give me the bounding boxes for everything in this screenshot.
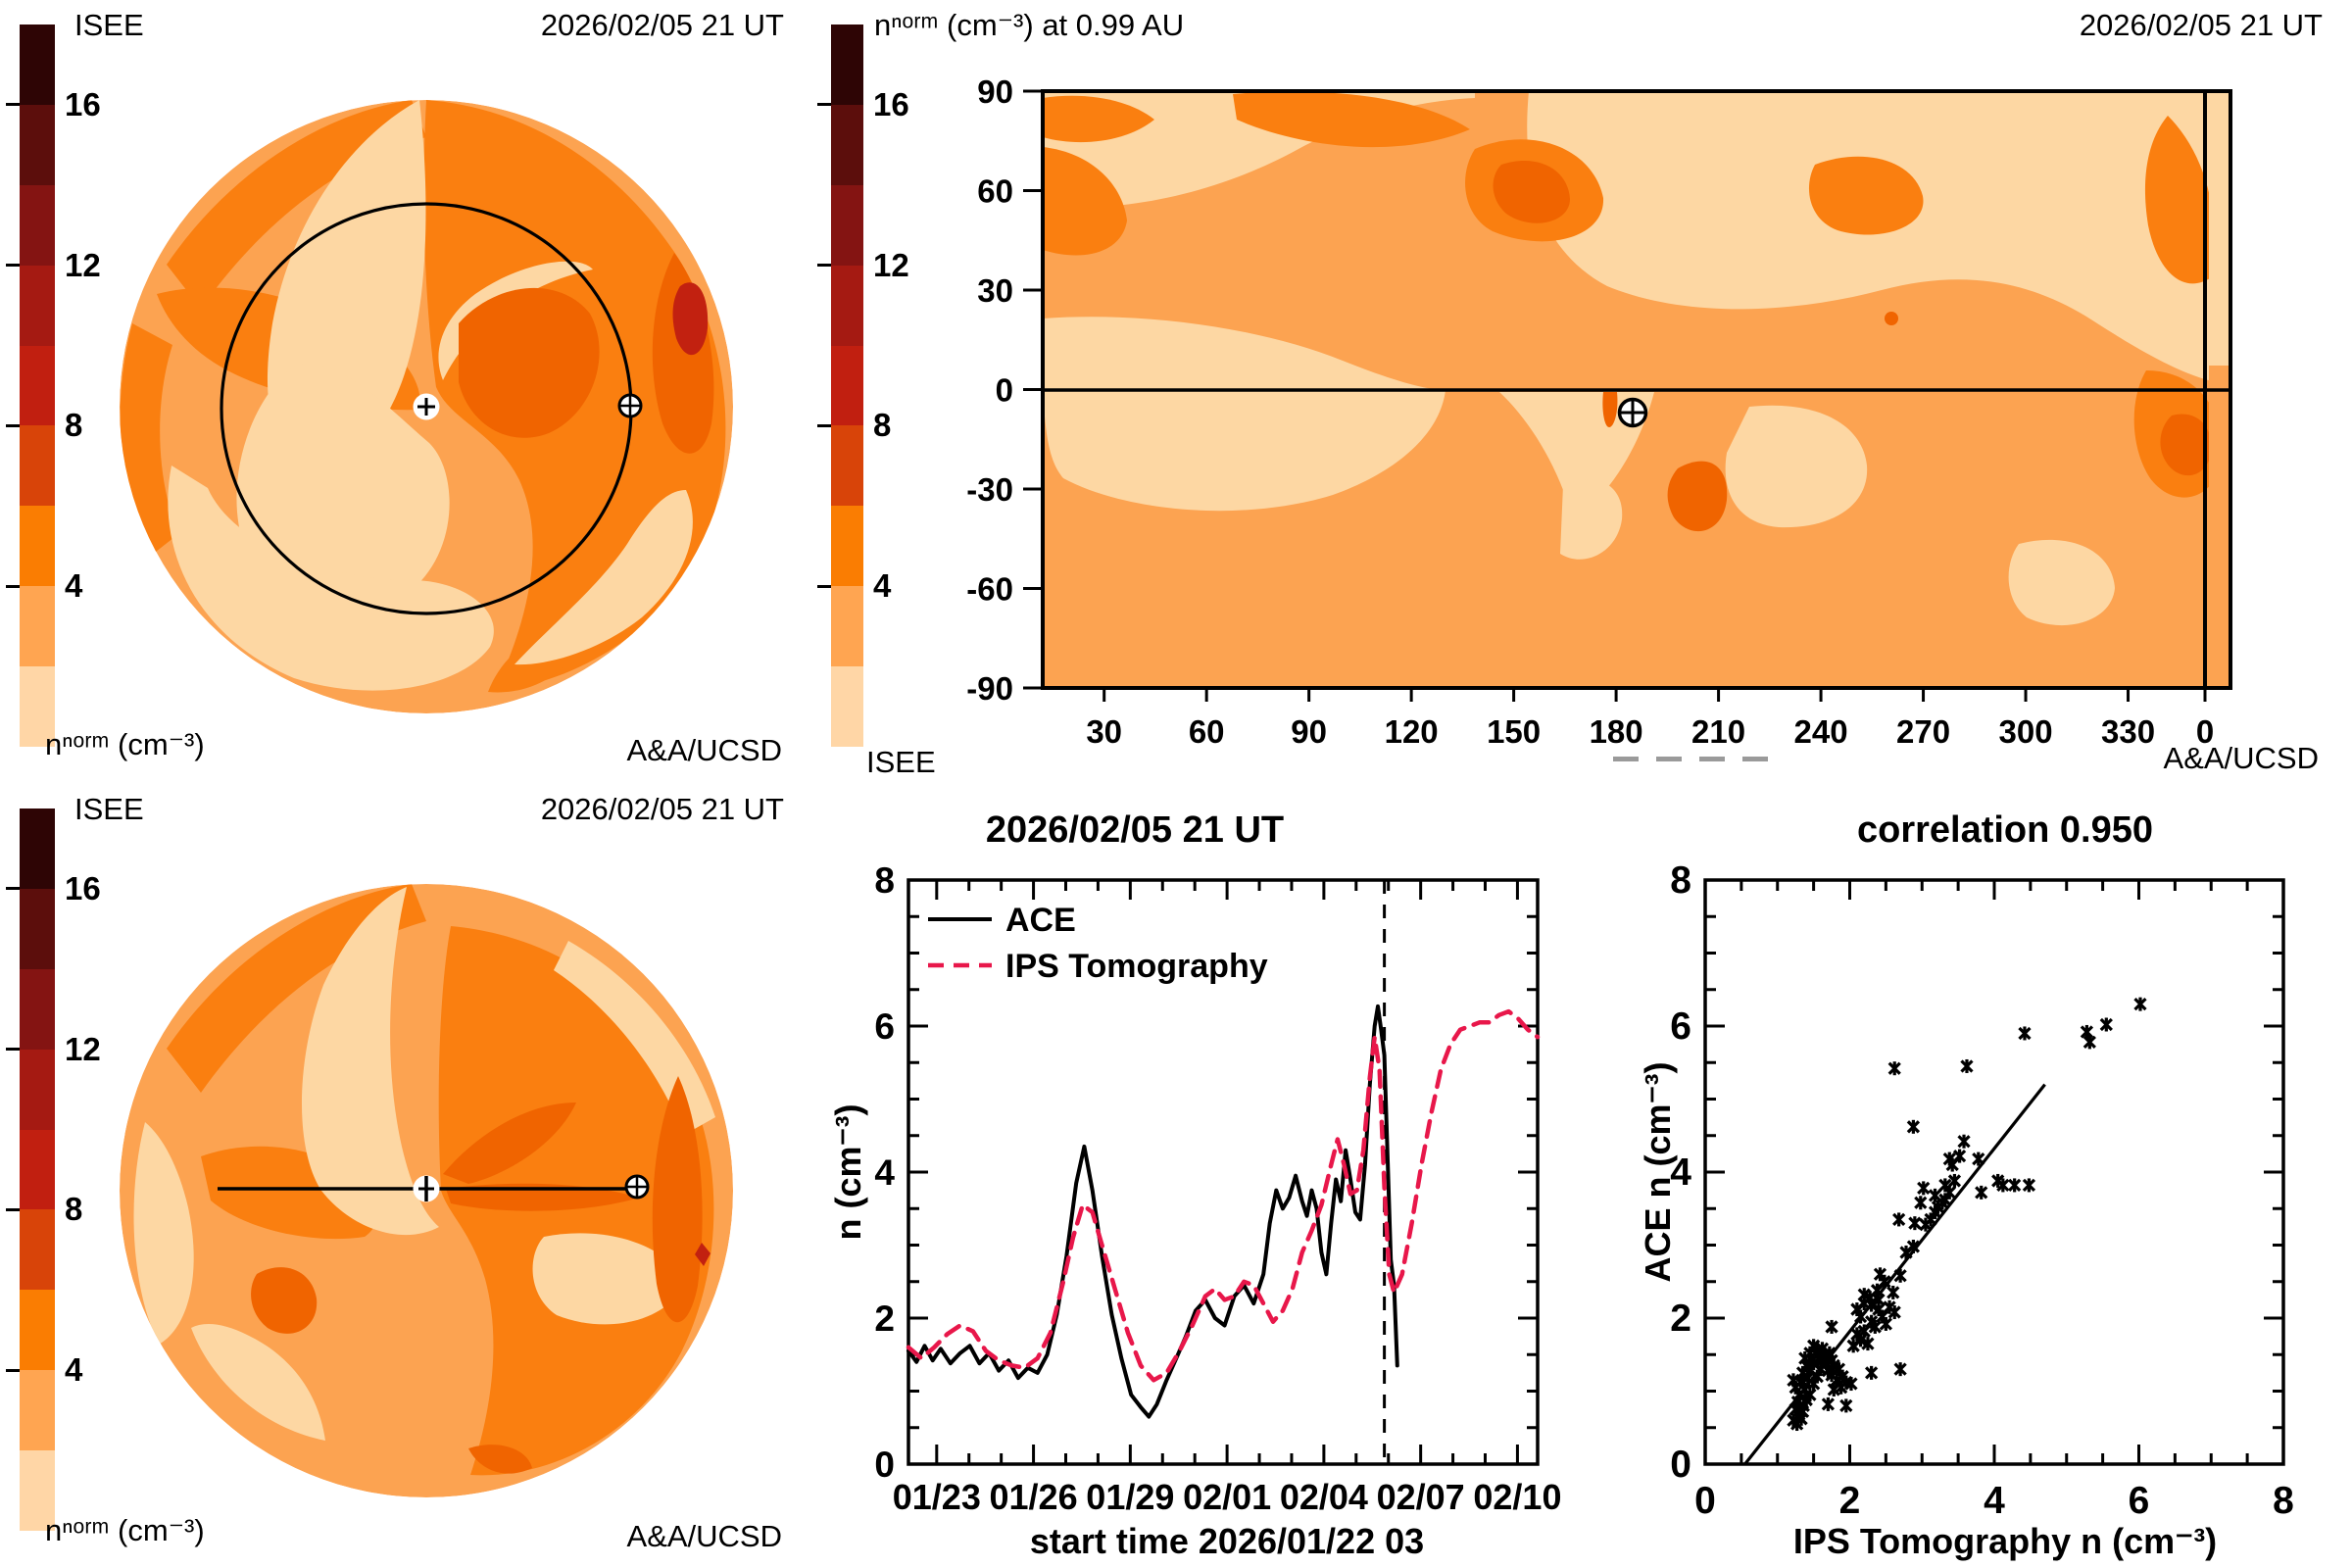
- credit-label: A&A/UCSD: [2163, 741, 2319, 775]
- svg-text:8: 8: [874, 860, 895, 901]
- svg-text:02/10: 02/10: [1473, 1477, 1561, 1517]
- svg-text:2: 2: [874, 1298, 895, 1339]
- svg-text:0: 0: [996, 372, 1013, 409]
- timestamp-label: 2026/02/05 21 UT: [540, 8, 784, 42]
- earth-marker-icon: [617, 393, 643, 418]
- timeseries-xlabel: start time 2026/01/22 03: [1029, 1521, 1425, 1561]
- scatter-ylabel: ACE n (cm⁻³): [1638, 1061, 1678, 1283]
- svg-text:2: 2: [1839, 1480, 1861, 1522]
- svg-text:ACE: ACE: [1005, 902, 1076, 939]
- sun-marker: [413, 393, 440, 420]
- colorbar-tick-label: 4: [65, 1351, 83, 1389]
- svg-text:6: 6: [874, 1006, 895, 1047]
- earth-marker-icon: [1617, 397, 1648, 428]
- svg-text:30: 30: [1086, 713, 1122, 750]
- svg-text:01/29: 01/29: [1086, 1477, 1174, 1517]
- svg-text:270: 270: [1896, 713, 1950, 750]
- credit-label: A&A/UCSD: [626, 1519, 782, 1553]
- svg-text:01/26: 01/26: [990, 1477, 1078, 1517]
- svg-text:6: 6: [2129, 1480, 2150, 1522]
- density-colorbar: 16 12 8 4: [6, 808, 101, 1531]
- svg-text:90: 90: [1291, 713, 1327, 750]
- timeseries-plot: 01/23 01/26 01/29 02/01 02/04 02/07 02/10 0 2 4 6 8…: [874, 860, 1561, 1517]
- sun-marker: [413, 1175, 440, 1202]
- render-artifact: [1613, 757, 1782, 761]
- earth-marker-icon: [624, 1174, 650, 1200]
- fisheye-bottom-disk: [120, 884, 733, 1497]
- units-label: nⁿᵒʳᵐ (cm⁻³): [45, 1513, 205, 1547]
- svg-text:4: 4: [1670, 1152, 1691, 1194]
- timestamp-label: 2026/02/05 21 UT: [2079, 8, 2323, 42]
- colorbar-tick-label: 12: [65, 1030, 101, 1067]
- svg-text:-60: -60: [966, 571, 1013, 608]
- svg-text:-30: -30: [966, 471, 1013, 508]
- svg-text:8: 8: [1670, 859, 1691, 902]
- svg-text:-90: -90: [966, 670, 1013, 707]
- svg-text:150: 150: [1487, 713, 1541, 750]
- timeseries-title: 2026/02/05 21 UT: [985, 809, 1285, 851]
- svg-text:0: 0: [1694, 1480, 1716, 1522]
- svg-text:2: 2: [1670, 1298, 1691, 1340]
- svg-text:IPS Tomography: IPS Tomography: [1005, 948, 1268, 985]
- svg-text:02/04: 02/04: [1280, 1477, 1368, 1517]
- svg-text:0: 0: [1670, 1444, 1691, 1486]
- svg-text:6: 6: [1670, 1005, 1691, 1048]
- svg-text:300: 300: [1999, 713, 2053, 750]
- timestamp-label: 2026/02/05 21 UT: [540, 792, 784, 826]
- source-label: ISEE: [866, 745, 936, 779]
- colorbar-tick-label: 8: [873, 407, 892, 444]
- svg-text:01/23: 01/23: [893, 1477, 981, 1517]
- colorbar-tick-label: 4: [65, 567, 83, 605]
- colorbar-tick-label: 12: [873, 246, 909, 283]
- svg-text:180: 180: [1590, 713, 1643, 750]
- svg-text:30: 30: [977, 272, 1013, 309]
- svg-text:60: 60: [977, 173, 1013, 210]
- svg-text:210: 210: [1691, 713, 1745, 750]
- scatter-plot: 00 2 2 4 4 6 6 8 8: [1670, 859, 2294, 1522]
- timeseries-ylabel: n (cm⁻³): [828, 1103, 868, 1241]
- svg-text:330: 330: [2101, 713, 2155, 750]
- svg-text:02/01: 02/01: [1183, 1477, 1271, 1517]
- svg-text:02/07: 02/07: [1377, 1477, 1465, 1517]
- colorbar-tick-label: 16: [65, 869, 101, 906]
- svg-text:90: 90: [977, 74, 1013, 110]
- svg-text:4: 4: [1984, 1480, 2005, 1522]
- source-label: ISEE: [74, 792, 144, 826]
- svg-text:120: 120: [1385, 713, 1439, 750]
- fisheye-top-disk: [120, 100, 733, 713]
- colorbar-tick-label: 4: [873, 567, 892, 605]
- density-colorbar: 16 12 8 4: [6, 24, 101, 747]
- colorbar-tick-label: 8: [65, 407, 83, 444]
- colorbar-tick-label: 12: [65, 246, 101, 283]
- svg-text:240: 240: [1794, 713, 1848, 750]
- map-title: nⁿᵒʳᵐ (cm⁻³) at 0.99 AU: [874, 8, 1185, 42]
- density-colorbar: 16 12 8 4: [817, 24, 909, 747]
- source-label: ISEE: [74, 8, 144, 42]
- svg-text:4: 4: [874, 1152, 895, 1193]
- svg-text:60: 60: [1189, 713, 1225, 750]
- svg-text:0: 0: [2196, 713, 2214, 750]
- scatter-title: correlation 0.950: [1856, 809, 2154, 851]
- credit-label: A&A/UCSD: [626, 733, 782, 767]
- svg-text:8: 8: [2273, 1480, 2294, 1522]
- colorbar-tick-label: 16: [65, 85, 101, 122]
- units-label: nⁿᵒʳᵐ (cm⁻³): [45, 727, 205, 761]
- colorbar-tick-label: 8: [65, 1191, 83, 1228]
- scatter-xlabel: IPS Tomography n (cm⁻³): [1792, 1521, 2218, 1561]
- svg-text:0: 0: [874, 1445, 895, 1485]
- colorbar-tick-label: 16: [873, 85, 909, 122]
